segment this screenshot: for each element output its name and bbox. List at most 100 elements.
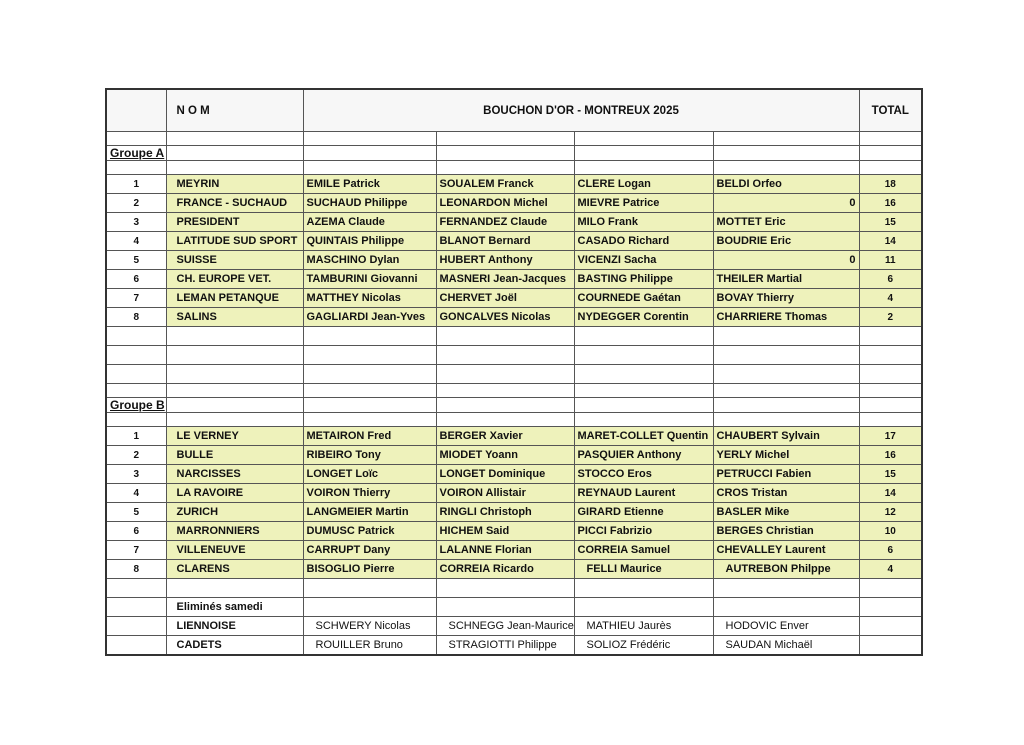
team-row: 3 NARCISSES LONGET Loïc LONGET Dominique STO… (105, 464, 923, 484)
player-name: REYNAUD Laurent (573, 483, 714, 503)
blank-row (105, 131, 923, 146)
empty-cell (573, 145, 714, 161)
empty-cell (858, 160, 923, 175)
empty-cell (712, 145, 860, 161)
player-name: THEILER Martial (712, 269, 860, 289)
team-total: 11 (858, 250, 923, 270)
empty-cell (435, 145, 575, 161)
rank: 3 (105, 464, 167, 484)
empty-cell (712, 397, 860, 413)
empty-cell (573, 326, 714, 346)
team-total: 15 (858, 212, 923, 232)
empty-cell (302, 345, 437, 365)
player-name: SOLIOZ Frédéric (573, 635, 714, 656)
empty-cell (573, 345, 714, 365)
player-name: LEONARDON Michel (435, 193, 575, 213)
team-total: 15 (858, 464, 923, 484)
empty-cell (302, 326, 437, 346)
empty-cell (105, 345, 167, 365)
player-name: 0 (712, 193, 860, 213)
player-name: SAUDAN Michaël (712, 635, 860, 656)
empty-cell (105, 597, 167, 617)
empty-cell (302, 578, 437, 598)
team-row: 1 LE VERNEY METAIRON Fred BERGER Xavier MARE… (105, 426, 923, 446)
player-name: CHERVET Joël (435, 288, 575, 308)
blank-row (105, 364, 923, 384)
empty-cell (165, 160, 304, 175)
team-total: 18 (858, 174, 923, 194)
blank-row (105, 383, 923, 398)
player-name: MIODET Yoann (435, 445, 575, 465)
team-name: PRESIDENT (165, 212, 304, 232)
player-name: CORREIA Samuel (573, 540, 714, 560)
team-name: CLARENS (165, 559, 304, 579)
empty-cell (858, 397, 923, 413)
team-name: LIENNOISE (165, 616, 304, 636)
empty-cell (165, 397, 304, 413)
player-name: VOIRON Thierry (302, 483, 437, 503)
team-row: 4 LATITUDE SUD SPORT QUINTAIS Philippe BLAN… (105, 231, 923, 251)
empty-cell (435, 397, 575, 413)
player-name: TAMBURINI Giovanni (302, 269, 437, 289)
rank: 4 (105, 231, 167, 251)
team-total: 4 (858, 559, 923, 579)
team-name: FRANCE - SUCHAUD (165, 193, 304, 213)
team-total: 4 (858, 288, 923, 308)
rank: 7 (105, 540, 167, 560)
empty-cell (573, 578, 714, 598)
team-name: SALINS (165, 307, 304, 327)
group-label: Groupe A (105, 145, 167, 161)
empty-cell (712, 131, 860, 146)
empty-cell (858, 616, 923, 636)
player-name: STOCCO Eros (573, 464, 714, 484)
empty-cell (105, 383, 167, 398)
empty-cell (712, 383, 860, 398)
player-name: GIRARD Etienne (573, 502, 714, 522)
empty-cell (712, 412, 860, 427)
eliminated-team-row: LIENNOISE SCHWERY Nicolas SCHNEGG Jean-Mau… (105, 616, 923, 636)
blank-row (105, 345, 923, 365)
empty-cell (302, 145, 437, 161)
blank-row (105, 578, 923, 598)
team-total: 16 (858, 193, 923, 213)
player-name: MILO Frank (573, 212, 714, 232)
player-name: PETRUCCI Fabien (712, 464, 860, 484)
rank: 7 (105, 288, 167, 308)
empty-cell (435, 345, 575, 365)
eliminated-team-row: CADETS ROUILLER Bruno STRAGIOTTI Philippe S… (105, 635, 923, 656)
team-name: MEYRIN (165, 174, 304, 194)
team-name: CH. EUROPE VET. (165, 269, 304, 289)
empty-cell (712, 326, 860, 346)
player-name: BERGER Xavier (435, 426, 575, 446)
team-row: 6 CH. EUROPE VET. TAMBURINI Giovanni MASNER… (105, 269, 923, 289)
rank: 2 (105, 193, 167, 213)
team-row: 5 SUISSE MASCHINO Dylan HUBERT Anthony VICEN… (105, 250, 923, 270)
player-name: STRAGIOTTI Philippe (435, 635, 575, 656)
group-label: Groupe B (105, 397, 167, 413)
player-name: BASLER Mike (712, 502, 860, 522)
player-name: PASQUIER Anthony (573, 445, 714, 465)
rank: 3 (105, 212, 167, 232)
empty-cell (435, 412, 575, 427)
team-total: 14 (858, 483, 923, 503)
team-total: 10 (858, 521, 923, 541)
blank-row (105, 412, 923, 427)
player-name: NYDEGGER Corentin (573, 307, 714, 327)
group-label-text: Groupe B (110, 398, 165, 412)
empty-cell (302, 597, 437, 617)
empty-cell (573, 383, 714, 398)
player-name: CHAUBERT Sylvain (712, 426, 860, 446)
empty-cell (858, 635, 923, 656)
rank: 8 (105, 559, 167, 579)
empty-cell (302, 412, 437, 427)
group-label-text: Groupe A (110, 146, 165, 160)
empty-cell (302, 160, 437, 175)
player-name: CLERE Logan (573, 174, 714, 194)
player-name: LONGET Loïc (302, 464, 437, 484)
player-name: RINGLI Christoph (435, 502, 575, 522)
player-name: CASADO Richard (573, 231, 714, 251)
player-name: 0 (712, 250, 860, 270)
header-row: N O M BOUCHON D'OR - MONTREUX 2025 TOTAL (105, 88, 923, 132)
empty-cell (858, 131, 923, 146)
player-name: MASNERI Jean-Jacques (435, 269, 575, 289)
